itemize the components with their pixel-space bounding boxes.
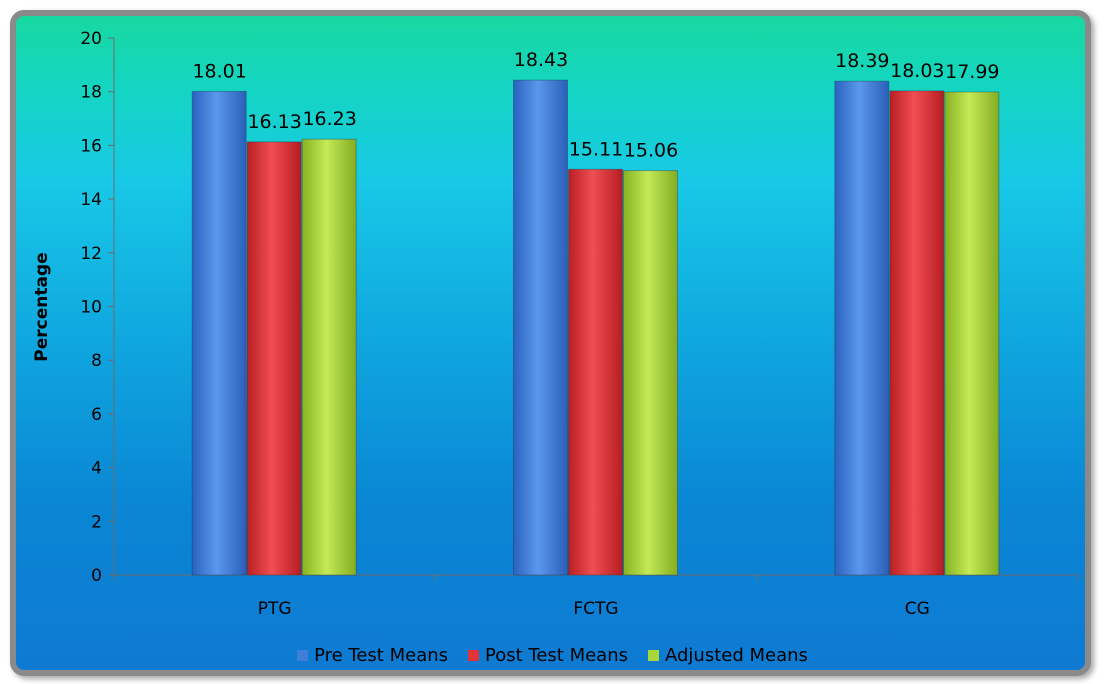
legend-swatch xyxy=(297,650,309,661)
y-axis-label: Percentage xyxy=(32,252,52,361)
legend-item: Post Test Means xyxy=(468,645,628,666)
data-label: 17.99 xyxy=(945,61,999,83)
bar-ptg-3 xyxy=(301,138,357,576)
legend: Pre Test Means Post Test Means Adjusted Me… xyxy=(0,645,1105,666)
legend-label: Adjusted Means xyxy=(665,645,808,666)
x-tick-label: CG xyxy=(905,599,930,619)
x-tick-label: PTG xyxy=(258,599,292,619)
x-tick-label: FCTG xyxy=(573,599,618,619)
data-label: 15.06 xyxy=(624,140,678,162)
bar-fctg-3 xyxy=(623,170,678,576)
data-label: 18.01 xyxy=(192,60,246,82)
y-tick-label: 20 xyxy=(80,29,102,49)
data-label: 15.11 xyxy=(569,138,623,160)
legend-swatch xyxy=(648,650,659,661)
y-tick-label: 4 xyxy=(91,459,102,479)
data-label: 18.39 xyxy=(835,50,889,72)
y-tick-label: 12 xyxy=(80,244,102,264)
legend-swatch xyxy=(468,650,480,661)
y-tick-label: 16 xyxy=(80,136,102,156)
data-label: 18.43 xyxy=(514,49,568,71)
bar-cg-3 xyxy=(944,91,1000,576)
legend-item: Pre Test Means xyxy=(297,645,448,666)
bar-fctg-2 xyxy=(568,168,623,576)
y-tick-label: 2 xyxy=(91,512,102,532)
y-tick-label: 8 xyxy=(91,351,102,371)
data-label: 16.13 xyxy=(247,111,301,133)
y-tick-label: 14 xyxy=(80,190,102,210)
y-tick-label: 10 xyxy=(80,298,102,318)
y-tick-label: 18 xyxy=(80,83,102,103)
bar-cg-2 xyxy=(889,90,945,576)
legend-label: Post Test Means xyxy=(485,645,628,666)
y-tick-label: 0 xyxy=(91,566,102,586)
legend-item: Adjusted Means xyxy=(648,645,808,666)
y-tick-label: 6 xyxy=(91,405,102,425)
legend-label: Pre Test Means xyxy=(314,645,449,666)
bar-ptg-1 xyxy=(191,90,247,576)
data-label: 16.23 xyxy=(302,108,356,130)
bar-cg-1 xyxy=(834,80,890,576)
data-label: 18.03 xyxy=(890,60,944,82)
bar-fctg-1 xyxy=(513,79,568,576)
bar-ptg-2 xyxy=(246,141,302,576)
